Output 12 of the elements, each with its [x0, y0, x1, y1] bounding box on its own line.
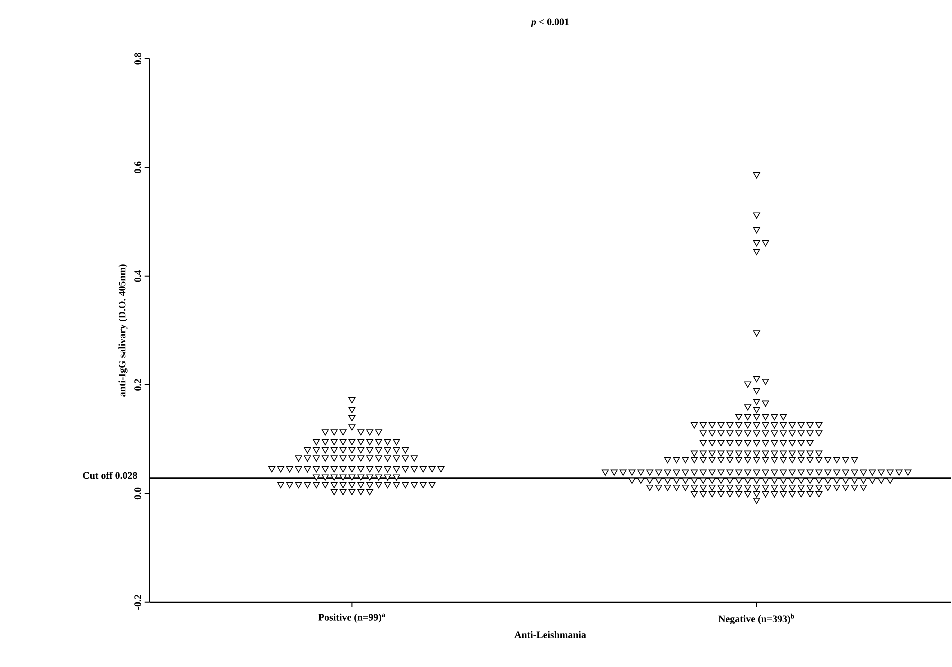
- x-tick-label: Negative (n=393)$^{b}$: [718, 614, 794, 624]
- y-tick-label: 0.6: [134, 162, 142, 174]
- y-tick-label: -0.2: [134, 594, 142, 610]
- x-tick-label: Positive (n=99)$^{a}$: [318, 614, 386, 623]
- x-axis-title: Anti-Leishmania: [514, 631, 586, 638]
- y-axis-title: anti-IgG salivary (D.O. 405nm): [118, 264, 128, 397]
- ref-line-label: Cut off 0.028: [83, 472, 138, 479]
- y-tick-label: 0.2: [134, 379, 142, 391]
- y-tick-label: 0.4: [134, 270, 142, 282]
- y-tick-label: 0.0: [134, 488, 142, 500]
- chart-title: p < 0.001: [530, 18, 569, 28]
- y-tick-label: 0.8: [134, 52, 142, 65]
